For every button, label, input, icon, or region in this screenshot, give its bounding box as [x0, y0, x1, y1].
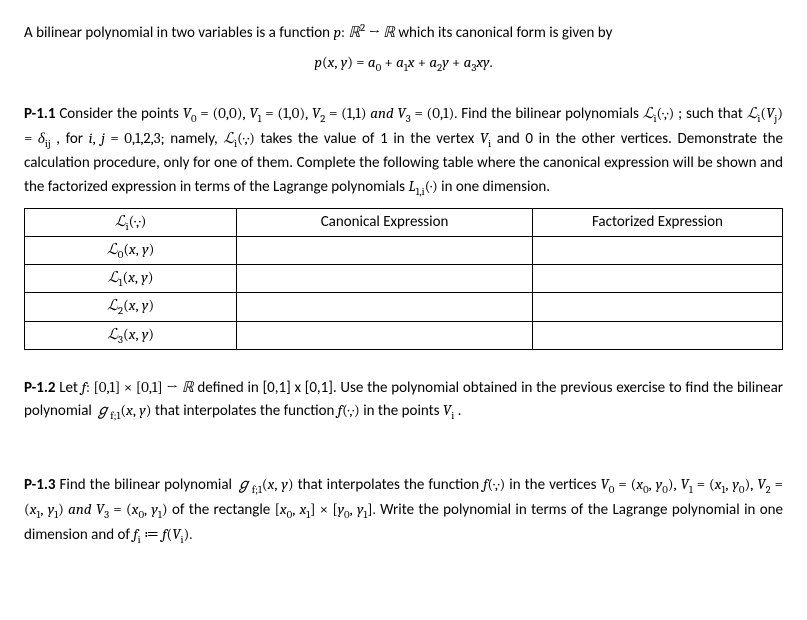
p13-fxy: f(·,·) — [483, 475, 505, 493]
p11-vi: Vi — [480, 129, 491, 147]
intro-block: A bilinear polynomial in two variables i… — [24, 20, 783, 76]
p13-t1: Find the bilinear polynomial — [60, 476, 237, 494]
table-header-factorized: Factorized Expression — [532, 208, 782, 236]
table-cell-l0: ℒ0(x, y) — [25, 236, 237, 264]
p11-t2: Find the bilinear polynomials — [461, 105, 643, 123]
table-cell — [532, 321, 782, 349]
p12-g: ℊf;1(x, y) — [95, 401, 151, 419]
table-cell-l1: ℒ1(x, y) — [25, 265, 237, 293]
p11-block: P-1.1 Consider the points V0 = (0,0), V1… — [24, 102, 783, 350]
p11-points: V0 = (0,0), V1 = (1,0), V2 = (1,1) and V… — [183, 104, 458, 122]
p12-vi: Vi — [443, 401, 454, 419]
table-row: ℒ1(x, y) — [25, 265, 783, 293]
p13-t2: that interpolates the function — [298, 476, 484, 494]
p12-t1: Let — [59, 379, 81, 397]
p11-t5: namely, — [170, 130, 223, 148]
p12-t3: that interpolates the function — [155, 402, 338, 420]
p11-ij: i, j = 0,1,2,3; — [89, 129, 165, 147]
table-row: ℒ0(x, y) — [25, 236, 783, 264]
p13-label: P-1.3 — [24, 476, 55, 494]
table-cell-l2: ℒ2(x, y) — [25, 293, 237, 321]
p13-t3: in the vertices — [509, 476, 600, 494]
p11-li2: ℒi(·,·) — [223, 129, 255, 147]
p12-label: P-1.2 — [24, 379, 55, 397]
p11-li: ℒi(·,·) — [643, 104, 675, 122]
p12-t4: in the points — [363, 402, 443, 420]
p11-table: ℒi(·,·) Canonical Expression Factorized … — [24, 208, 783, 350]
p13-block: P-1.3 Find the bilinear polynomial ℊf;1(… — [24, 473, 783, 549]
intro-text-pre: A bilinear polynomial in two variables i… — [24, 24, 333, 42]
table-cell — [532, 265, 782, 293]
table-header-canonical: Canonical Expression — [237, 208, 533, 236]
p13-g: ℊf;1(x, y) — [236, 475, 294, 493]
p12-block: P-1.2 Let f: [0,1] × [0,1] → ℝ defined i… — [24, 376, 783, 425]
intro-fn: p: ℝ2 → ℝ — [333, 23, 394, 41]
p11-t8: in one dimension. — [441, 178, 550, 196]
table-cell — [237, 321, 533, 349]
p11-t6: takes the value of 1 in the vertex — [261, 130, 480, 148]
p13-t4: of the rectangle — [172, 501, 275, 519]
p11-label: P-1.1 — [24, 105, 55, 123]
table-row: ℒi(·,·) Canonical Expression Factorized … — [25, 208, 783, 236]
table-header-li: ℒi(·,·) — [25, 208, 237, 236]
table-cell — [237, 293, 533, 321]
p13-rect: [x0, x1] × [y0, y1]. — [275, 500, 376, 518]
p12-t5: . — [458, 402, 462, 420]
table-cell — [237, 236, 533, 264]
p11-t1: Consider the points — [59, 105, 182, 123]
p11-t4: , for — [56, 130, 88, 148]
table-cell — [532, 236, 782, 264]
p12-fdef: f: [0,1] × [0,1] → ℝ — [82, 378, 194, 396]
p13-fi: fi ≔ f(Vi). — [133, 525, 192, 543]
intro-text-post: which its canonical form is given by — [398, 24, 612, 42]
table-cell — [532, 293, 782, 321]
p12-fxy: f(·,·) — [338, 401, 360, 419]
p11-t3: ; such that — [678, 105, 746, 123]
p11-l1i: L1,i(·) — [408, 177, 437, 195]
table-cell — [237, 265, 533, 293]
table-row: ℒ2(x, y) — [25, 293, 783, 321]
intro-equation: p(x, y) = a0 + a1x + a2y + a3xy. — [24, 51, 783, 76]
table-row: ℒ3(x, y) — [25, 321, 783, 349]
table-cell-l3: ℒ3(x, y) — [25, 321, 237, 349]
